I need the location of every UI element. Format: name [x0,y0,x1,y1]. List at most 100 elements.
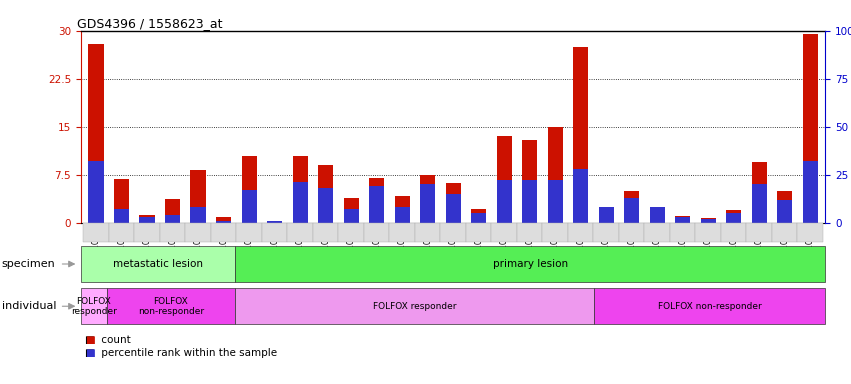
Text: ■  percentile rank within the sample: ■ percentile rank within the sample [85,348,277,358]
Bar [446,183,460,223]
Bar [318,165,334,223]
Bar [547,127,563,223]
Bar [802,34,818,223]
Bar [675,217,690,223]
Bar [496,136,511,223]
Bar [797,223,823,242]
Text: specimen: specimen [2,259,55,269]
Bar [522,139,537,223]
Text: individual: individual [2,301,56,311]
Bar [344,199,359,223]
Bar [318,188,334,223]
Bar [471,209,486,223]
Bar [395,207,410,223]
Bar [242,190,257,223]
Bar [313,223,339,242]
Bar [262,223,288,242]
Bar [746,223,772,242]
Text: FOLFOX non-responder: FOLFOX non-responder [658,302,762,311]
Bar [242,156,257,223]
Bar [700,219,716,223]
Bar [777,200,792,223]
Bar [211,223,237,242]
Bar [542,223,568,242]
Bar [140,215,155,223]
Bar [395,196,410,223]
Bar [491,223,517,242]
Bar [670,223,695,242]
Bar [522,180,537,223]
Bar [83,223,109,242]
Bar [721,223,746,242]
Bar [369,178,385,223]
Bar [420,184,436,223]
Bar [415,223,441,242]
Bar [114,179,129,223]
Bar [598,207,614,223]
Bar [726,213,741,223]
Bar [649,207,665,223]
Bar [216,221,231,223]
Bar [644,223,670,242]
Bar [446,194,460,223]
Bar [802,161,818,223]
Bar [465,223,491,242]
Bar [517,223,542,242]
Text: FOLFOX responder: FOLFOX responder [373,302,456,311]
Bar [573,47,588,223]
Bar [593,223,619,242]
Bar [267,221,283,223]
Bar [624,198,639,223]
Bar [109,223,134,242]
Bar [293,182,308,223]
Bar [140,217,155,223]
Bar [624,191,639,223]
Bar [726,210,741,223]
Bar [700,218,716,223]
Bar [344,209,359,223]
Bar [89,43,104,223]
Text: ■: ■ [85,335,94,345]
Bar [751,162,767,223]
Text: metastatic lesion: metastatic lesion [113,259,203,269]
Bar [339,223,364,242]
Bar [777,191,792,223]
Text: primary lesion: primary lesion [493,259,568,269]
Text: GDS4396 / 1558623_at: GDS4396 / 1558623_at [77,17,223,30]
Bar [165,215,180,223]
Bar [134,223,160,242]
Bar [364,223,390,242]
Bar [619,223,644,242]
Bar [420,175,436,223]
Bar [267,222,283,223]
Bar [573,169,588,223]
Bar [114,209,129,223]
Bar [89,161,104,223]
Bar [165,199,180,223]
Bar [496,180,511,223]
Bar [293,156,308,223]
Bar [191,207,206,223]
Bar [369,186,385,223]
Bar [598,207,614,223]
Text: ■: ■ [85,348,94,358]
Bar [160,223,186,242]
Bar [695,223,721,242]
Bar [441,223,465,242]
Bar [191,170,206,223]
Text: FOLFOX
responder: FOLFOX responder [71,296,117,316]
Bar [568,223,593,242]
Bar [547,180,563,223]
Bar [216,217,231,223]
Bar [288,223,313,242]
Bar [186,223,211,242]
Bar [772,223,797,242]
Text: ■  count: ■ count [85,335,131,345]
Bar [471,213,486,223]
Bar [751,184,767,223]
Bar [237,223,262,242]
Bar [649,207,665,223]
Text: FOLFOX
non-responder: FOLFOX non-responder [138,296,203,316]
Bar [390,223,415,242]
Bar [675,216,690,223]
